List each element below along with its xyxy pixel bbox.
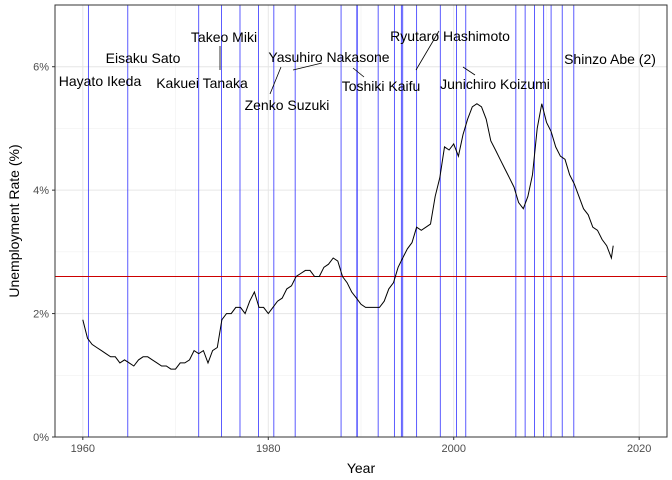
annotation-shinzo-abe-2: Shinzo Abe (2)	[564, 51, 656, 67]
annotation-kakuei-tanaka: Kakuei Tanaka	[156, 75, 248, 91]
annotation-ryutaro-hashimoto: Ryutaro Hashimoto	[390, 28, 510, 44]
x-axis-ticks: 1960 1980 2000 2020	[71, 437, 651, 455]
annotation-yasuhiro-nakasone: Yasuhiro Nakasone	[268, 49, 389, 65]
y-axis-title: Unemployment Rate (%)	[6, 144, 22, 297]
x-axis-title: Year	[347, 460, 376, 476]
x-tick-label: 1980	[256, 443, 280, 455]
x-tick-label: 2020	[627, 443, 651, 455]
unemployment-series-line	[82, 103, 614, 370]
y-tick-label: 4%	[33, 185, 49, 197]
x-tick-label: 1960	[71, 443, 95, 455]
y-tick-label: 0%	[33, 432, 49, 444]
annotation-leader	[292, 62, 323, 71]
y-axis-ticks: 0% 2% 4% 6%	[33, 62, 55, 444]
annotation-takeo-miki: Takeo Miki	[191, 29, 257, 45]
y-tick-label: 6%	[33, 62, 49, 74]
annotation-leader	[462, 66, 476, 76]
y-tick-label: 2%	[33, 309, 49, 321]
annotation-hayato-ikeda: Hayato Ikeda	[59, 73, 142, 89]
annotation-zenko-suzuki: Zenko Suzuki	[245, 97, 330, 113]
annotation-toshiki-kaifu: Toshiki Kaifu	[342, 78, 421, 94]
annotation-leader	[352, 67, 365, 78]
panel-border	[54, 4, 668, 438]
pm-vertical-lines	[87, 5, 575, 437]
minor-gridlines	[55, 5, 667, 437]
x-tick-label: 2000	[441, 443, 465, 455]
pm-annotations: Hayato Ikeda Eisaku Sato Kakuei Tanaka T…	[59, 28, 656, 113]
annotation-eisaku-sato: Eisaku Sato	[106, 50, 181, 66]
annotation-leader	[269, 66, 282, 95]
annotation-leader-lines	[219, 30, 476, 95]
annotation-leader	[415, 30, 440, 71]
annotation-junichiro-koizumi: Junichiro Koizumi	[440, 76, 550, 92]
